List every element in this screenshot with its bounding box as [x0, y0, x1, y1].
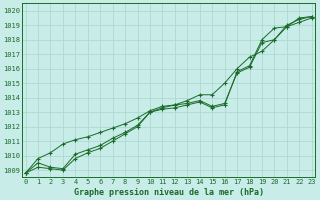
X-axis label: Graphe pression niveau de la mer (hPa): Graphe pression niveau de la mer (hPa) [74, 188, 264, 197]
